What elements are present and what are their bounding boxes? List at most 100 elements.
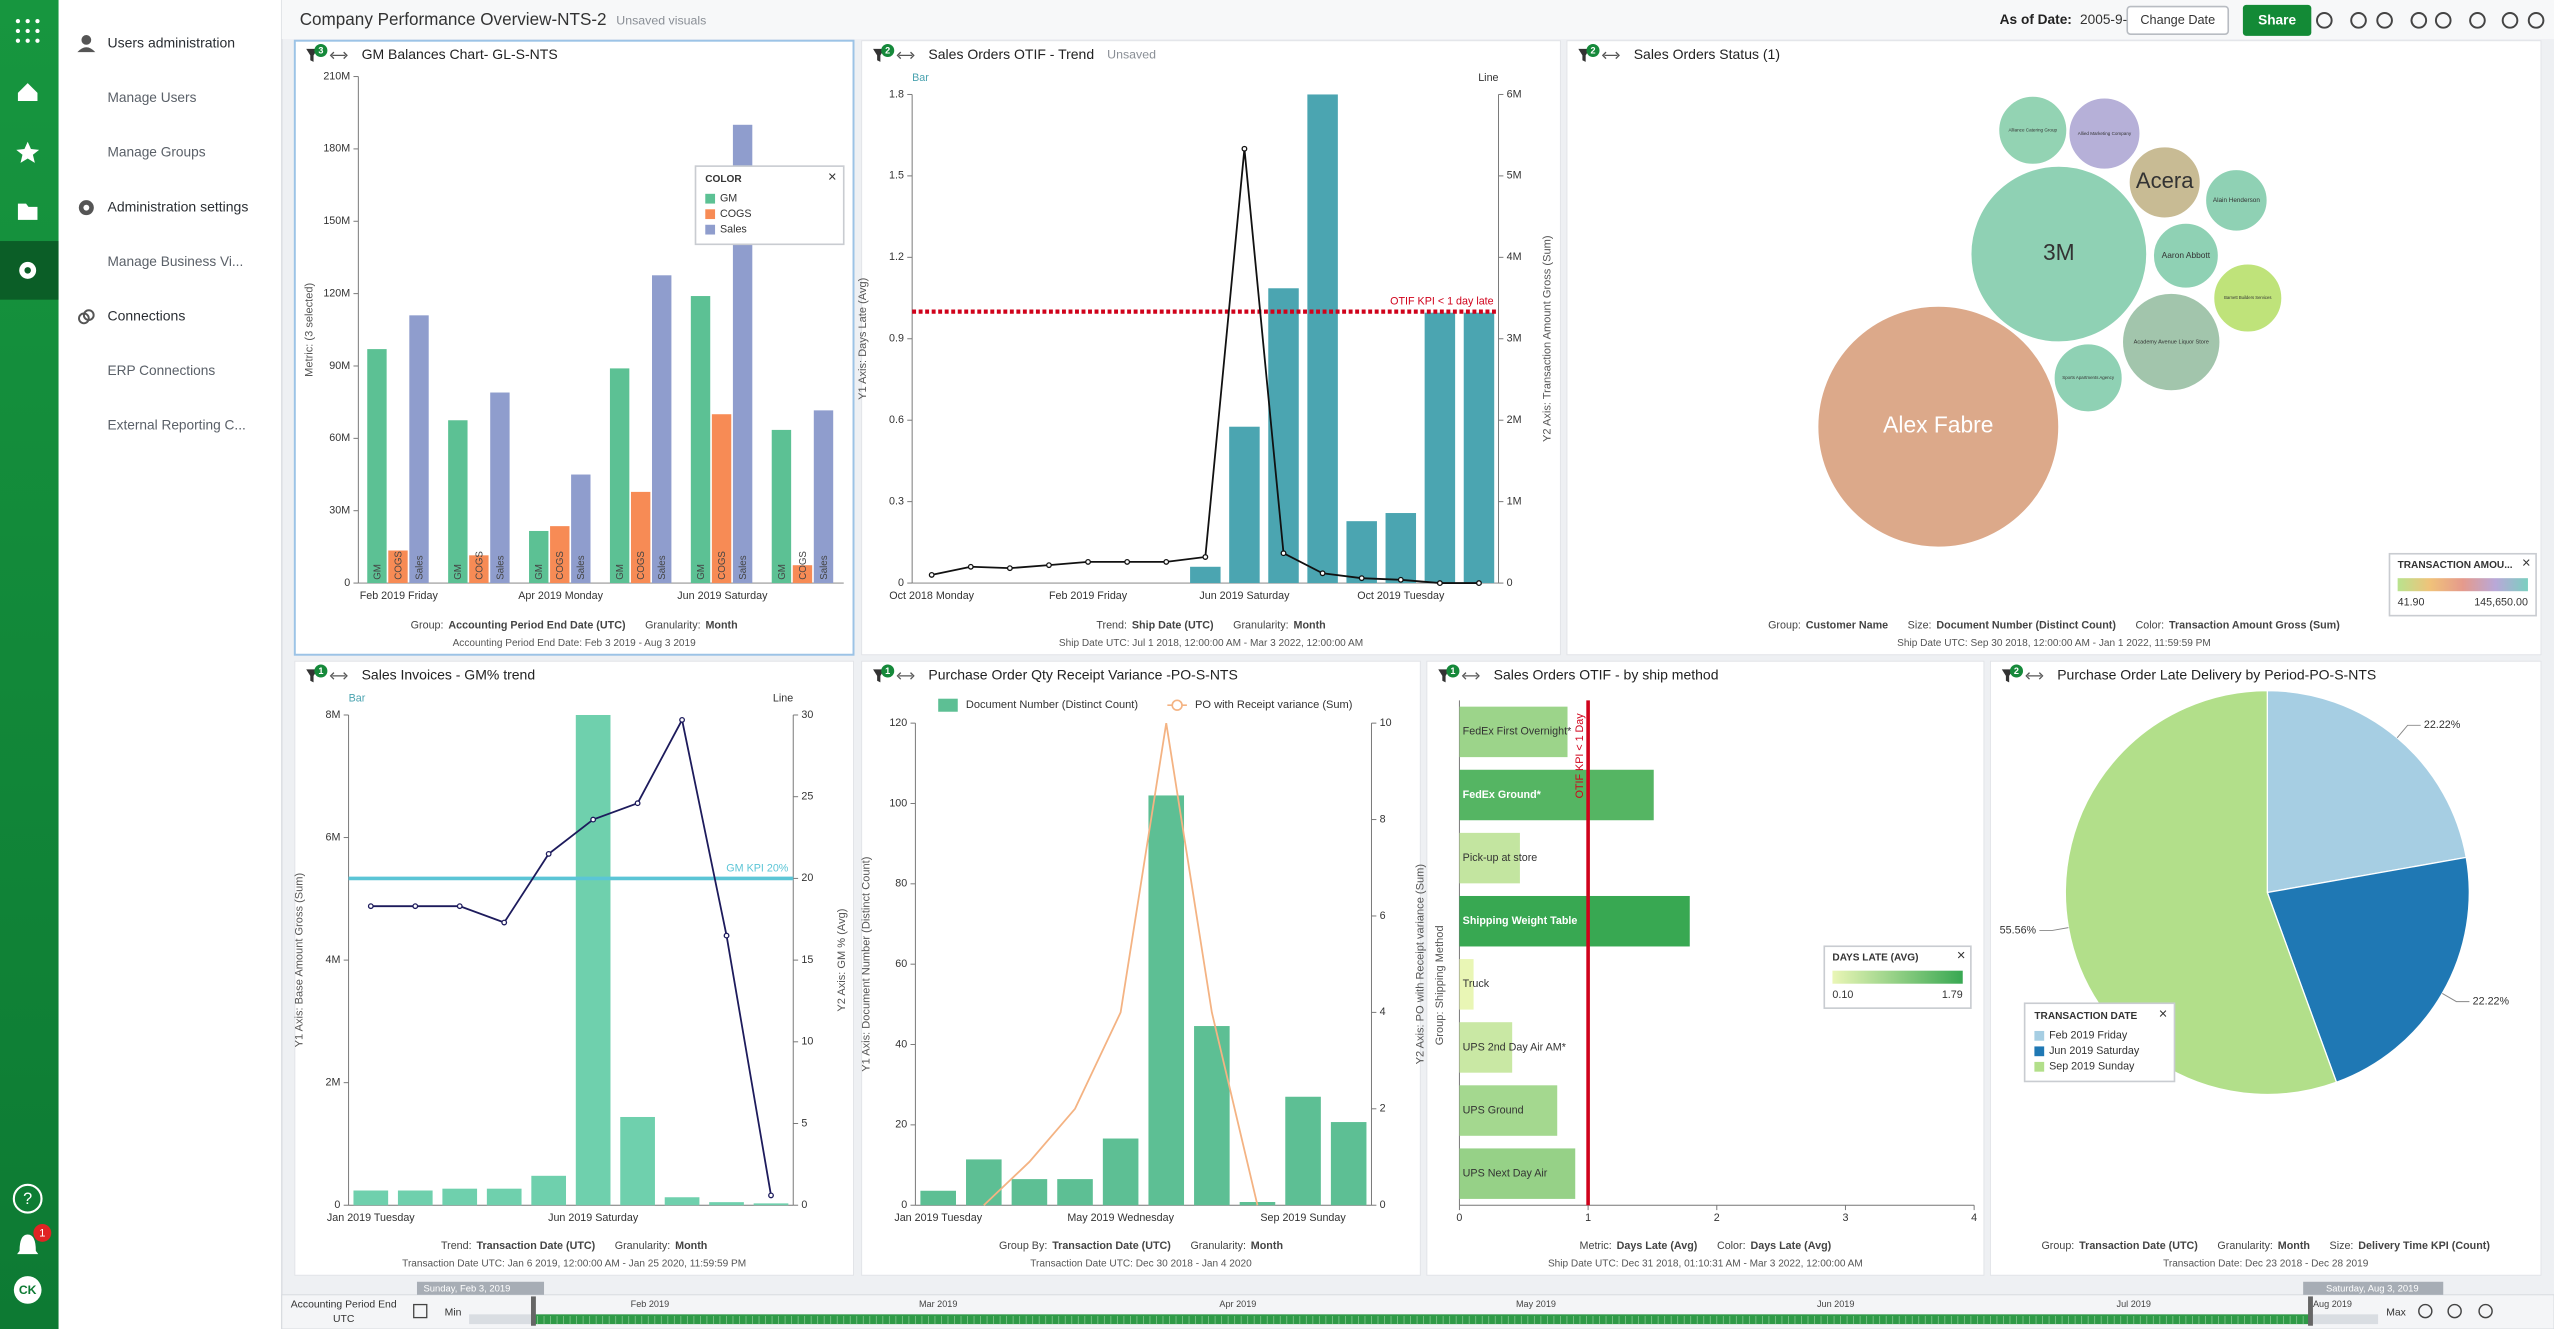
y2-tick-label: 30	[801, 709, 813, 721]
link-icon[interactable]	[1461, 672, 1480, 680]
x-tick-label: 0	[1456, 1212, 1462, 1224]
bar	[792, 565, 813, 584]
footer-value: Month	[705, 619, 737, 631]
pie-slice	[2266, 689, 2467, 894]
range-start-flag[interactable]	[416, 1281, 545, 1295]
nav-item[interactable]: Manage Business Vi...	[108, 254, 244, 269]
link-icon[interactable]	[896, 51, 915, 60]
y2-tick-label: 10	[1380, 717, 1392, 729]
user-icon	[77, 47, 96, 53]
legend-close[interactable]: ×	[828, 169, 837, 185]
reference-label: GM KPI 20%	[726, 862, 789, 874]
timeline-tool[interactable]	[2418, 1303, 2433, 1319]
home-icon[interactable]	[17, 83, 38, 101]
footer-value: Ship Date (UTC)	[1132, 619, 1214, 631]
link-icon	[82, 309, 95, 322]
nav-section[interactable]: Administration settings	[108, 198, 249, 214]
line-marker	[1358, 575, 1365, 582]
bar	[1229, 426, 1260, 584]
x-tick-label: Jan 2019 Tuesday	[327, 1212, 415, 1224]
range-handle[interactable]	[530, 1296, 536, 1326]
reference-label: OTIF KPI < 1 day late	[1390, 296, 1494, 308]
filter-count: 1	[1450, 666, 1455, 676]
axis-tag: Bar	[349, 693, 366, 705]
bar-label: COGS	[636, 551, 647, 580]
legend-close[interactable]: ×	[1957, 948, 1966, 964]
nav-section[interactable]: Connections	[108, 307, 186, 323]
bubble-label: Alain Henderson	[2213, 197, 2260, 204]
toolbar-icon[interactable]	[2316, 12, 2333, 29]
range-handle[interactable]	[2308, 1296, 2313, 1326]
nav-item[interactable]: ERP Connections	[108, 363, 216, 378]
x-tick-label: 1	[1585, 1212, 1591, 1224]
change-date-button[interactable]	[2126, 5, 2230, 36]
line-marker	[1163, 558, 1170, 565]
rail-icons[interactable]: ?	[12, 19, 43, 1304]
link-icon[interactable]	[1601, 51, 1620, 60]
link-icon[interactable]	[2025, 672, 2044, 680]
y-axis-label: Metric: (3 selected)	[303, 283, 315, 377]
toolbar-icon[interactable]	[2350, 12, 2367, 29]
legend-label: Jun 2019 Saturday	[2049, 1045, 2140, 1057]
x-tick-label: 3	[1842, 1212, 1848, 1224]
legend-tick-label: 145,650.00	[2474, 596, 2528, 608]
toolbar-icon[interactable]	[2527, 12, 2545, 29]
panel-footer: Metric: Days Late (Avg) Color: Days Late (A…	[1580, 1240, 1832, 1252]
footer-label: Group:	[2041, 1240, 2074, 1252]
help-icon[interactable]: ?	[12, 1183, 43, 1214]
calendar-icon[interactable]	[413, 1303, 428, 1319]
avatar[interactable]	[13, 1276, 42, 1304]
legend-swatch	[938, 698, 958, 712]
svg-text:?: ?	[23, 1190, 32, 1208]
timeline-tool[interactable]	[2478, 1303, 2493, 1319]
bar-label: COGS	[717, 551, 728, 580]
bubble-label: Acera	[2136, 168, 2194, 193]
link-icon[interactable]	[896, 672, 915, 680]
panel-footer-note: Transaction Date: Dec 23 2018 - Dec 28 2…	[2163, 1259, 2369, 1270]
bell-icon[interactable]	[17, 1234, 39, 1255]
axis-tag: Line	[1478, 72, 1498, 84]
legend-swatch	[705, 209, 716, 220]
legend-close[interactable]: ×	[2159, 1007, 2168, 1023]
bar-category-label: Shipping Weight Table	[1463, 915, 1578, 927]
share-label[interactable]: Share	[2258, 12, 2296, 27]
range-end-flag[interactable]	[2303, 1281, 2444, 1295]
toolbar-icon[interactable]	[2501, 12, 2519, 29]
legend-close[interactable]: ×	[2522, 555, 2531, 571]
toolbar-icon[interactable]	[2434, 12, 2452, 29]
settings-icon[interactable]	[19, 261, 37, 279]
bar-label: COGS	[474, 551, 485, 580]
toolbar-icon[interactable]	[2376, 12, 2393, 29]
nav-item[interactable]: External Reporting C...	[108, 418, 246, 433]
bar	[709, 1202, 744, 1206]
apps-icon[interactable]	[15, 19, 40, 43]
nav-section[interactable]: Users administration	[108, 35, 236, 51]
footer-label: Color:	[2135, 619, 2164, 631]
bubble-label: Alex Fabre	[1883, 412, 1993, 438]
panel-footer-note: Ship Date UTC: Dec 31 2018, 01:10:31 AM …	[1548, 1259, 1863, 1270]
bar	[1057, 1179, 1093, 1206]
y-axis-label: Y1 Axis: Base Amount Gross (Sum)	[294, 873, 306, 1048]
link-icon[interactable]	[329, 51, 348, 60]
legend: TRANSACTION DATE × Feb 2019 Friday Jun 2019…	[2023, 1002, 2176, 1083]
line-marker	[1476, 580, 1482, 586]
toolbar-icon[interactable]	[2410, 12, 2428, 29]
nav-item[interactable]: Manage Groups	[108, 145, 206, 160]
nav-item[interactable]: Manage Users	[108, 90, 197, 105]
timeline-month: Apr 2019	[1219, 1299, 1256, 1309]
footer-value: Transaction Amount Gross (Sum)	[2169, 619, 2340, 631]
link-icon[interactable]	[329, 672, 348, 680]
bar	[486, 1188, 522, 1206]
favorites-icon[interactable]	[16, 141, 40, 163]
bar	[442, 1188, 478, 1206]
folder-icon[interactable]	[17, 203, 38, 220]
change-date-label[interactable]: Change Date	[2140, 13, 2215, 27]
timeline-tool[interactable]	[2447, 1303, 2462, 1319]
panel-footer: Group: Customer Name Size: Document Number …	[1768, 619, 2340, 631]
line-marker	[501, 919, 508, 926]
filter-count: 1	[318, 666, 323, 676]
toolbar-icon[interactable]	[2469, 12, 2486, 29]
share-button[interactable]	[2242, 4, 2312, 36]
bubble-label: Academy Avenue Liquor Store	[2134, 340, 2209, 346]
